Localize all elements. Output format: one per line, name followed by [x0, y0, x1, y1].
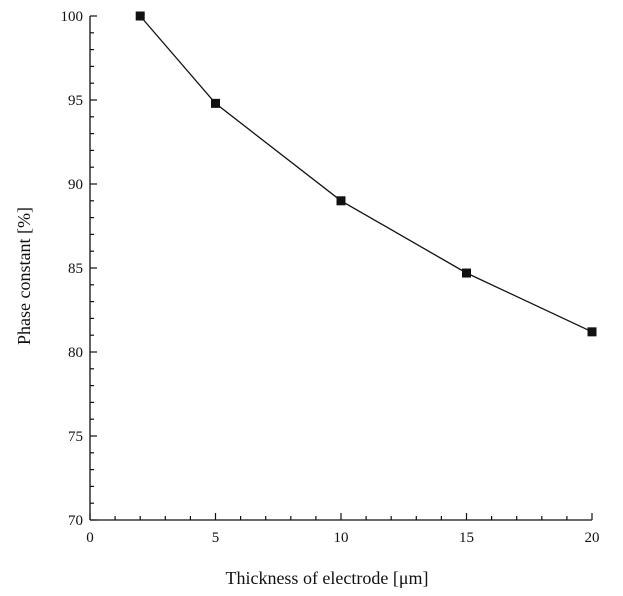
y-tick-label: 90 — [68, 177, 83, 193]
data-point — [211, 98, 220, 108]
axes — [89, 16, 592, 521]
series-line — [139, 15, 593, 333]
y-tick-label: 80 — [68, 345, 83, 361]
x-tick-label: 0 — [86, 530, 94, 546]
y-tick-label: 70 — [68, 513, 83, 529]
y-ticks: 70 75 80 85 90 95 100 — [61, 9, 97, 529]
data-point — [587, 327, 597, 337]
plot-area — [135, 11, 597, 337]
data-point — [135, 11, 145, 21]
x-axis-title: Thickness of electrode [μm] — [225, 568, 428, 588]
x-tick-label: 5 — [212, 530, 220, 546]
y-tick-label: 95 — [68, 93, 83, 109]
x-ticks: 0 5 10 15 20 — [86, 513, 600, 546]
x-tick-label: 15 — [459, 530, 474, 546]
y-tick-label: 100 — [61, 9, 84, 25]
y-axis-title: Phase constant [%] — [14, 207, 34, 345]
data-point — [462, 268, 471, 278]
y-tick-label: 75 — [68, 429, 83, 445]
x-tick-label: 10 — [334, 530, 349, 546]
x-tick-label: 20 — [585, 530, 600, 546]
y-tick-label: 85 — [68, 261, 83, 277]
data-point — [336, 196, 346, 206]
